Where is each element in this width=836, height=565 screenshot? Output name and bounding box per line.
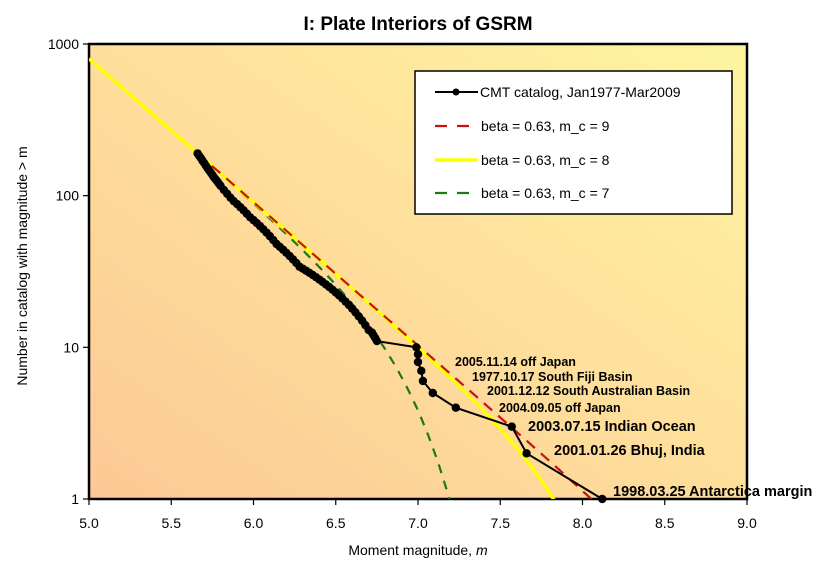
catalog-point — [413, 350, 423, 359]
catalog-point — [507, 422, 516, 431]
y-axis: 1 10 100 1000 — [48, 36, 89, 507]
event-annotation: 2001.12.12 South Australian Basin — [487, 384, 690, 398]
x-tick-label: 5.5 — [162, 515, 182, 531]
catalog-point — [372, 336, 382, 346]
y-axis-label: Number in catalog with magnitude > m — [14, 146, 30, 385]
legend-label: beta = 0.63, m_c = 9 — [481, 118, 610, 134]
event-annotation: 1998.03.25 Antarctica margin — [613, 484, 812, 500]
series-curve-mc-8 — [89, 57, 556, 499]
x-tick-label: 8.5 — [655, 515, 675, 531]
catalog-point — [412, 343, 421, 352]
legend-label: beta = 0.63, m_c = 8 — [481, 152, 610, 168]
legend-label: beta = 0.63, m_c = 7 — [481, 185, 610, 201]
series-curve-mc-9 — [196, 152, 594, 499]
x-tick-label: 7.0 — [408, 515, 428, 531]
chart-title: I: Plate Interiors of GSRM — [303, 14, 532, 35]
y-tick-label: 1 — [71, 491, 79, 507]
x-tick-label: 8.0 — [573, 515, 593, 531]
x-axis-label-text: Moment magnitude, — [348, 542, 476, 558]
catalog-point — [413, 357, 423, 367]
legend: CMT catalog, Jan1977-Mar2009 beta = 0.63,… — [414, 70, 733, 215]
catalog-point — [418, 376, 428, 386]
x-tick-label: 7.5 — [491, 515, 511, 531]
legend-label: CMT catalog, Jan1977-Mar2009 — [480, 84, 681, 100]
x-tick-label: 6.5 — [326, 515, 346, 531]
series-layer — [89, 57, 594, 499]
event-annotation: 1977.10.17 South Fiji Basin — [472, 370, 632, 384]
x-tick-label: 9.0 — [737, 515, 757, 531]
x-axis-label-italic: m — [476, 542, 488, 558]
x-axis: 5.0 5.5 6.0 6.5 7.0 7.5 8.0 8.5 9.0 — [79, 499, 757, 531]
x-tick-label: 5.0 — [79, 515, 99, 531]
legend-marker — [452, 88, 460, 96]
catalog-layer — [193, 149, 607, 504]
y-tick-label: 10 — [63, 339, 79, 355]
legend-box — [414, 70, 733, 215]
catalog-point — [451, 403, 461, 412]
catalog-point — [417, 366, 426, 376]
catalog-point — [522, 449, 531, 458]
event-annotation: 2005.11.14 off Japan — [455, 355, 576, 369]
x-axis-label: Moment magnitude, m — [348, 542, 488, 558]
catalog-point — [428, 388, 438, 398]
y-tick-label: 1000 — [48, 36, 79, 52]
y-tick-label: 100 — [56, 188, 80, 204]
x-tick-label: 6.0 — [244, 515, 264, 531]
catalog-point — [598, 494, 607, 504]
event-annotation: 2003.07.15 Indian Ocean — [528, 419, 696, 435]
event-annotation: 2004.09.05 off Japan — [499, 401, 621, 415]
event-annotation: 2001.01.26 Bhuj, India — [554, 443, 706, 459]
